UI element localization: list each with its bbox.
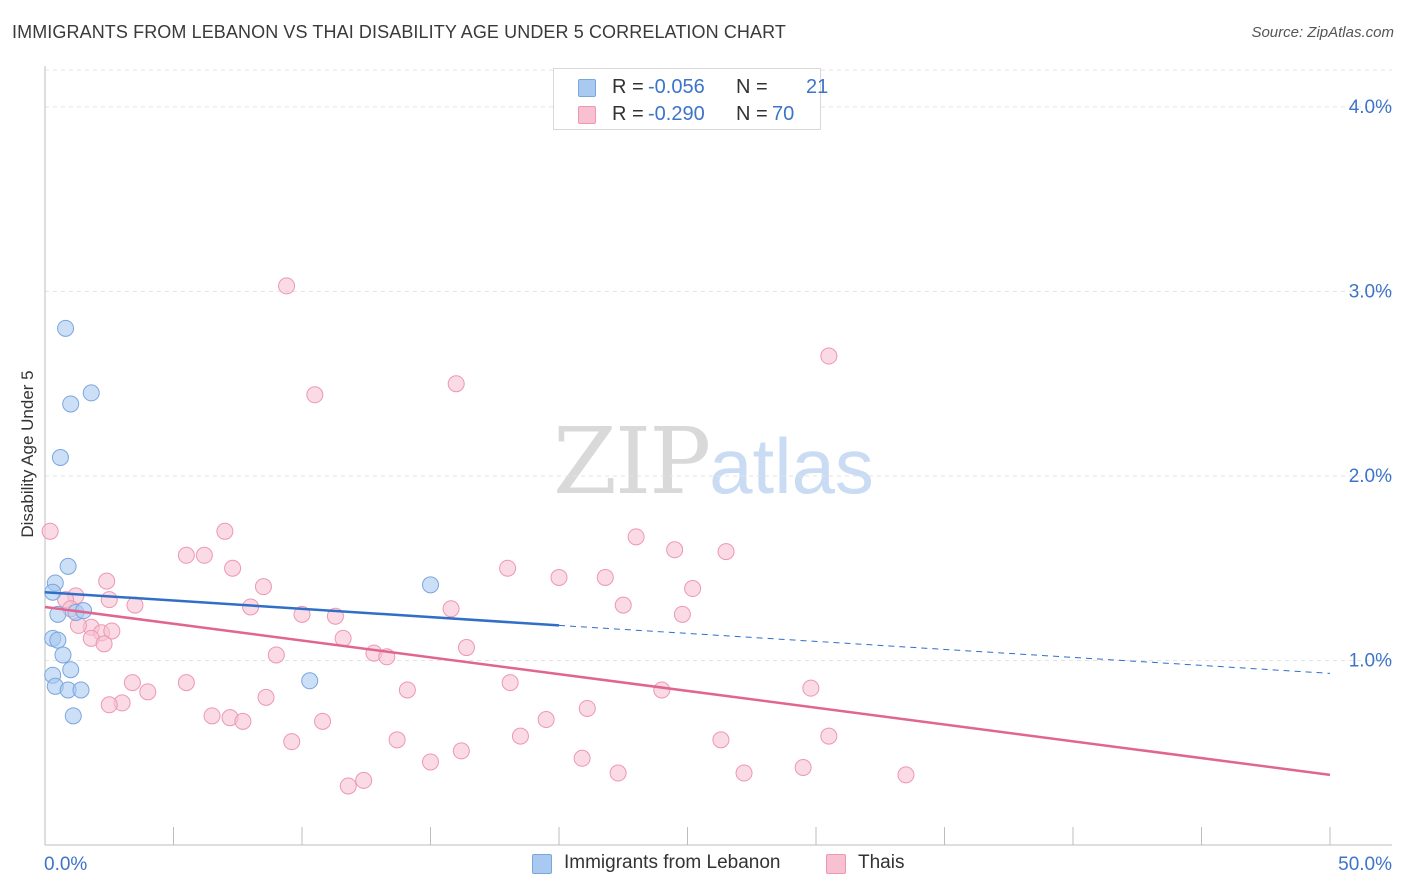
x-tick-label: 0.0% (44, 854, 87, 875)
data-point-thais (41, 522, 59, 540)
data-point-lebanon (57, 319, 75, 337)
data-point-thais (257, 688, 275, 706)
data-point-lebanon (422, 576, 439, 594)
data-point-thais (398, 681, 416, 699)
trend-line-lebanon (44, 590, 560, 627)
data-point-thais (283, 733, 301, 751)
legend-r-label: R = (612, 76, 644, 98)
bottom-legend-label-lebanon: Immigrants from Lebanon (564, 852, 781, 873)
watermark: ZIPatlas (553, 408, 874, 515)
legend-n-label: N = (736, 76, 768, 98)
data-point-thais (278, 277, 296, 295)
bottom-legend-swatch-thais (826, 854, 846, 874)
data-point-thais (216, 522, 234, 540)
data-point-thais (224, 559, 242, 577)
data-point-thais (511, 727, 529, 745)
data-point-thais (501, 674, 519, 692)
data-point-thais (537, 711, 555, 729)
data-point-thais (673, 605, 691, 623)
data-point-thais (306, 386, 324, 404)
watermark-zip: ZIP (553, 408, 711, 515)
data-point-lebanon (62, 661, 80, 679)
trend-line-thais (44, 605, 1331, 777)
source-label: Source: ZipAtlas.com (1251, 24, 1394, 41)
data-point-lebanon (54, 646, 72, 664)
data-point-thais (627, 528, 645, 546)
data-point-thais (254, 578, 272, 596)
trend-line-lebanon-extension (558, 624, 1331, 674)
data-point-thais (666, 541, 684, 559)
data-point-lebanon (72, 681, 90, 699)
y-tick-label: 4.0% (1349, 97, 1392, 118)
data-point-thais (355, 771, 373, 789)
y-tick-label: 1.0% (1349, 650, 1392, 671)
y-tick-label: 2.0% (1349, 466, 1392, 487)
data-point-thais (712, 731, 730, 749)
data-point-thais (578, 699, 596, 717)
data-point-thais (820, 727, 838, 745)
data-point-thais (794, 759, 812, 776)
data-point-lebanon (62, 395, 80, 413)
data-point-thais (100, 696, 118, 714)
legend-r-value: -0.056 (648, 76, 705, 98)
data-point-lebanon (49, 631, 67, 649)
x-tick-label: 50.0% (1338, 854, 1392, 875)
data-point-thais (573, 749, 591, 767)
data-point-lebanon (64, 707, 82, 725)
legend-n-value: 70 (772, 103, 795, 125)
data-point-thais (596, 568, 614, 586)
data-point-lebanon (59, 557, 77, 575)
data-point-thais (897, 766, 915, 784)
bottom-legend-swatch-lebanon (532, 854, 552, 874)
legend-r-value: -0.290 (648, 103, 705, 125)
y-axis-label: Disability Age Under 5 (18, 370, 37, 538)
data-point-thais (452, 742, 470, 760)
stats-legend: R = -0.056 N = 21 R = -0.290 N = 70 (553, 68, 828, 130)
data-point-thais (95, 635, 113, 653)
data-point-thais (684, 580, 702, 598)
data-point-thais (388, 731, 406, 749)
data-point-thais (820, 347, 838, 365)
data-point-thais (550, 568, 568, 586)
chart-title: IMMIGRANTS FROM LEBANON VS THAI DISABILI… (12, 22, 787, 42)
data-point-thais (203, 707, 221, 725)
y-tick-label: 3.0% (1349, 281, 1392, 302)
data-point-lebanon (82, 384, 100, 402)
data-point-thais (499, 559, 517, 577)
data-point-thais (293, 605, 311, 623)
data-point-thais (177, 674, 195, 692)
legend-swatch-lebanon (578, 79, 596, 97)
bottom-legend-label-thais: Thais (858, 852, 905, 873)
data-point-thais (447, 375, 465, 393)
data-point-thais (195, 546, 213, 564)
data-point-thais (717, 543, 735, 561)
data-point-thais (234, 712, 252, 730)
data-point-thais (100, 591, 118, 609)
data-point-thais (442, 600, 460, 618)
data-point-thais (98, 572, 116, 590)
data-point-thais (103, 622, 121, 640)
legend-swatch-thais (578, 106, 596, 124)
legend-r-label: R = (612, 103, 644, 125)
data-point-thais (735, 764, 753, 782)
data-point-thais (609, 764, 627, 782)
data-point-thais (802, 679, 820, 697)
legend-n-label: N = (736, 103, 768, 125)
data-point-thais (614, 596, 632, 614)
data-point-thais (139, 683, 157, 701)
data-point-lebanon (301, 672, 319, 690)
data-point-thais (267, 646, 285, 664)
data-point-thais (339, 777, 357, 795)
data-point-lebanon (51, 449, 69, 466)
data-point-thais (653, 681, 671, 699)
data-point-thais (123, 674, 141, 692)
watermark-atlas: atlas (709, 422, 874, 510)
legend-n-value: 21 (806, 76, 829, 98)
data-point-thais (177, 546, 195, 564)
data-point-thais (314, 712, 332, 730)
data-point-thais (422, 753, 439, 771)
data-point-thais (457, 639, 475, 657)
